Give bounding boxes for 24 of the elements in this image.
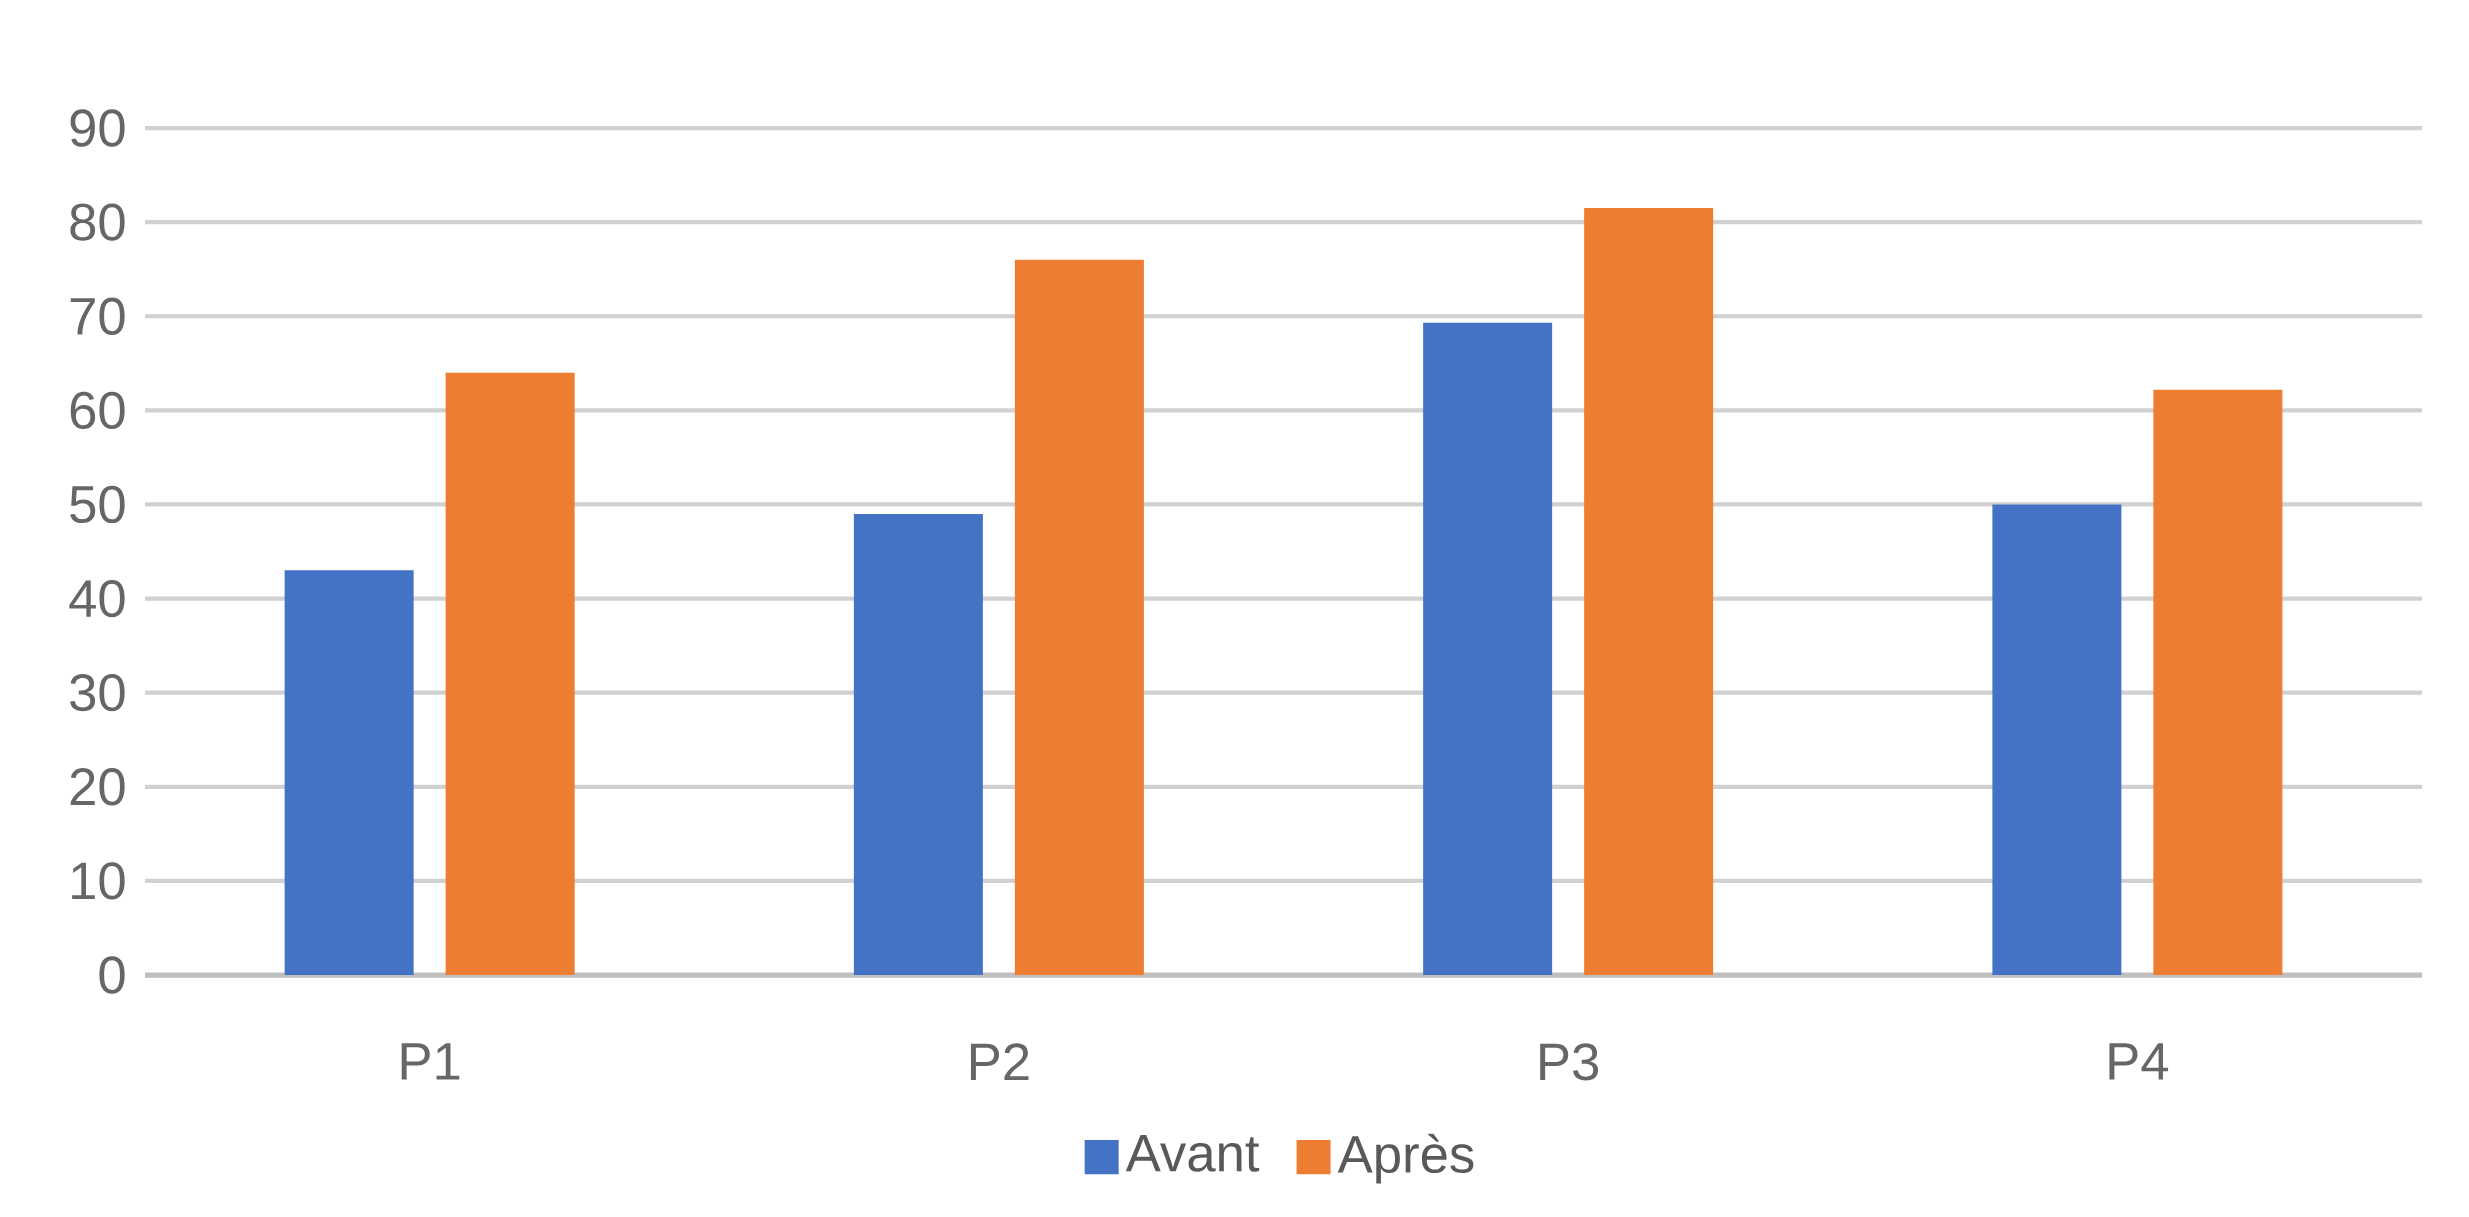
y-tick-label: 80 — [70, 203, 125, 241]
y-tick-label: 20 — [70, 768, 125, 806]
bar — [2153, 389, 2283, 976]
bar — [1014, 259, 1144, 976]
y-tick-label: 50 — [70, 485, 125, 524]
y-tick-label: 60 — [70, 391, 125, 430]
y-tick-label: 40 — [69, 579, 125, 618]
y-tick-label: 70 — [70, 297, 125, 335]
x-tick-label: P2 — [970, 1043, 1029, 1081]
bar — [445, 372, 575, 976]
bar — [853, 513, 983, 976]
x-tick-label: P1 — [401, 1043, 460, 1080]
legend-label: Avant — [1125, 1135, 1260, 1172]
x-tick-label: P3 — [1540, 1043, 1599, 1081]
bar — [284, 570, 414, 976]
y-tick-label: 30 — [70, 674, 125, 712]
y-tick-label: 0 — [99, 956, 125, 994]
x-tick-label: P4 — [2109, 1043, 2169, 1080]
bar — [1992, 504, 2122, 976]
legend-label: Après — [1337, 1133, 1474, 1184]
y-tick-label: 10 — [72, 862, 125, 900]
bar — [1584, 208, 1714, 976]
y-tick-label: 90 — [70, 109, 125, 147]
bar — [1423, 322, 1553, 976]
